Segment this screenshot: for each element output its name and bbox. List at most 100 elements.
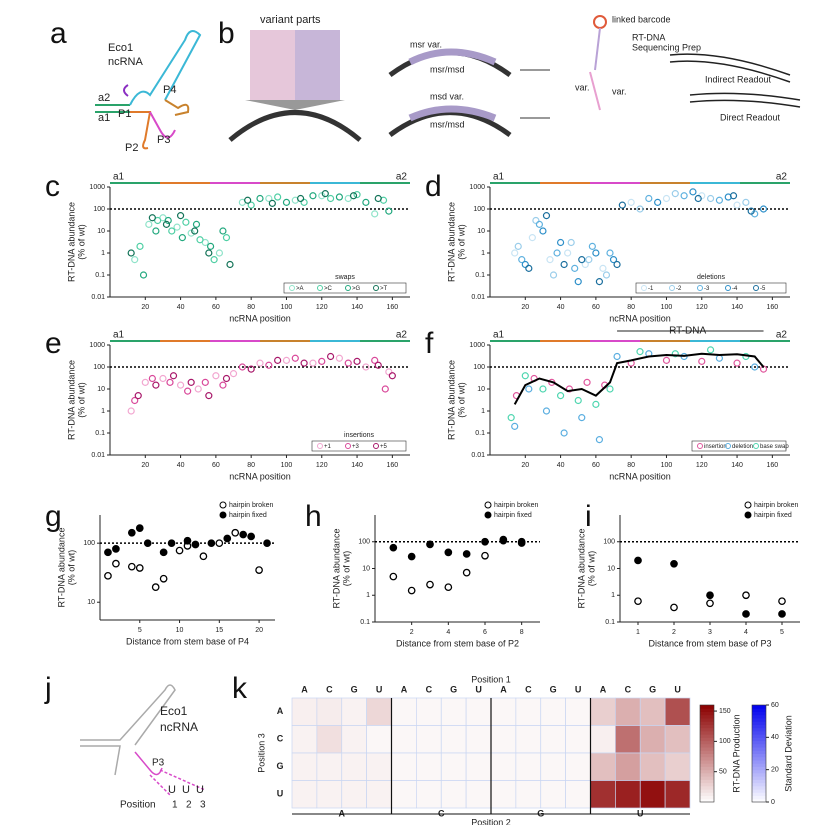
- legend-label: hairpin fixed: [229, 512, 267, 519]
- diagram-label: msr var.: [410, 39, 442, 49]
- data-point: [385, 368, 393, 376]
- data-point: [385, 207, 393, 215]
- data-point: [300, 359, 308, 367]
- heatmap-cell: [664, 725, 691, 754]
- diagram-label: P3: [157, 134, 170, 146]
- data-point: [528, 234, 536, 242]
- x-tick-label: 100: [281, 462, 293, 469]
- row-label: G: [276, 761, 283, 771]
- heatmap-cell: [615, 725, 641, 754]
- column-label: U: [475, 684, 482, 694]
- legend-label: deletion: [732, 444, 753, 450]
- data-point: [539, 227, 547, 235]
- heatmap-cell: [341, 752, 367, 781]
- heatmap-cell: [316, 697, 343, 726]
- colorbar-step: [752, 753, 766, 758]
- heatmap-cell: [416, 697, 442, 726]
- data-point: [344, 359, 352, 367]
- data-point: [511, 422, 519, 430]
- heatmap-cell: [440, 725, 467, 754]
- data-point: [127, 249, 135, 257]
- y-tick-label: 100: [83, 540, 95, 547]
- data-point: [595, 436, 604, 444]
- legend-marker: [669, 285, 675, 291]
- end-label: a1: [493, 172, 505, 183]
- y-tick-label: 10: [97, 386, 105, 393]
- colorbar-step: [752, 708, 766, 712]
- y-tick-label: 1000: [89, 342, 105, 349]
- legend-marker: [725, 285, 731, 291]
- x-tick-label: 2: [410, 629, 414, 636]
- data-point: [556, 238, 565, 247]
- data-point: [194, 385, 202, 393]
- data-point: [715, 354, 724, 362]
- diagram-label: Eco1: [160, 704, 188, 718]
- data-point: [636, 205, 644, 213]
- data-point: [184, 387, 192, 395]
- heatmap-cell: [590, 780, 616, 809]
- diagram-label: Position: [120, 800, 156, 811]
- diagram-label: linked barcode: [612, 14, 671, 24]
- legend-marker: [373, 443, 379, 449]
- x-tick-label: 40: [557, 304, 565, 311]
- panel-label: h: [305, 500, 322, 533]
- legend-marker: [219, 501, 227, 509]
- legend-marker: [345, 285, 351, 291]
- data-point: [388, 372, 396, 380]
- data-point: [574, 396, 582, 405]
- data-point: [565, 385, 574, 393]
- colorbar-step: [752, 747, 766, 751]
- heatmap-cell: [490, 725, 517, 754]
- data-point: [634, 556, 642, 565]
- legend-marker: [219, 511, 227, 519]
- x-tick-label: 3: [708, 629, 712, 636]
- colorbar-step: [752, 717, 766, 722]
- y-tick-label: 100: [93, 364, 105, 371]
- colorbar-step: [752, 772, 766, 777]
- x-tick-label: 60: [212, 462, 220, 469]
- heatmap-cell: [465, 780, 492, 809]
- colorbar-step: [700, 766, 714, 771]
- data-point: [135, 564, 144, 572]
- data-point: [201, 378, 209, 386]
- heatmap-cell: [391, 697, 417, 726]
- data-point: [613, 260, 621, 269]
- colorbar-tick-label: 50: [719, 769, 727, 776]
- data-point: [104, 571, 112, 580]
- data-point: [362, 363, 370, 371]
- data-point: [335, 354, 344, 362]
- data-point: [532, 216, 540, 225]
- heatmap-cell: [416, 725, 442, 754]
- colorbar-step: [752, 766, 766, 771]
- colorbar-step: [752, 727, 766, 732]
- colorbar-step: [752, 782, 766, 787]
- heatmap-cell: [540, 752, 566, 781]
- data-point: [778, 610, 786, 618]
- heatmap-cell: [490, 697, 517, 726]
- legend-box: [311, 440, 407, 452]
- legend-label: -5: [760, 286, 766, 292]
- heatmap-cell: [590, 725, 616, 754]
- colorbar-step: [700, 717, 714, 722]
- diagram-label: Direct Readout: [720, 112, 781, 122]
- heatmap-cell: [416, 780, 442, 809]
- colorbar-step: [700, 727, 714, 732]
- axis-title: Position 2: [471, 817, 511, 825]
- data-point: [167, 539, 176, 548]
- legend-marker: [744, 511, 752, 519]
- colorbar-step: [700, 756, 714, 761]
- data-point: [751, 363, 759, 371]
- x-tick-label: 100: [281, 304, 293, 311]
- y-tick-label: 1000: [469, 342, 485, 349]
- heatmap-cell: [440, 752, 467, 781]
- x-tick-label: 40: [177, 304, 185, 311]
- y-tick-label: 1: [366, 592, 370, 599]
- group-label: A: [339, 808, 346, 818]
- diagram-label: variant parts: [260, 14, 321, 26]
- data-point: [654, 198, 662, 206]
- legend-marker: [753, 285, 759, 291]
- data-point: [602, 271, 611, 279]
- heatmap-cell: [391, 725, 417, 754]
- y-axis-unit: (% of wt): [66, 550, 76, 586]
